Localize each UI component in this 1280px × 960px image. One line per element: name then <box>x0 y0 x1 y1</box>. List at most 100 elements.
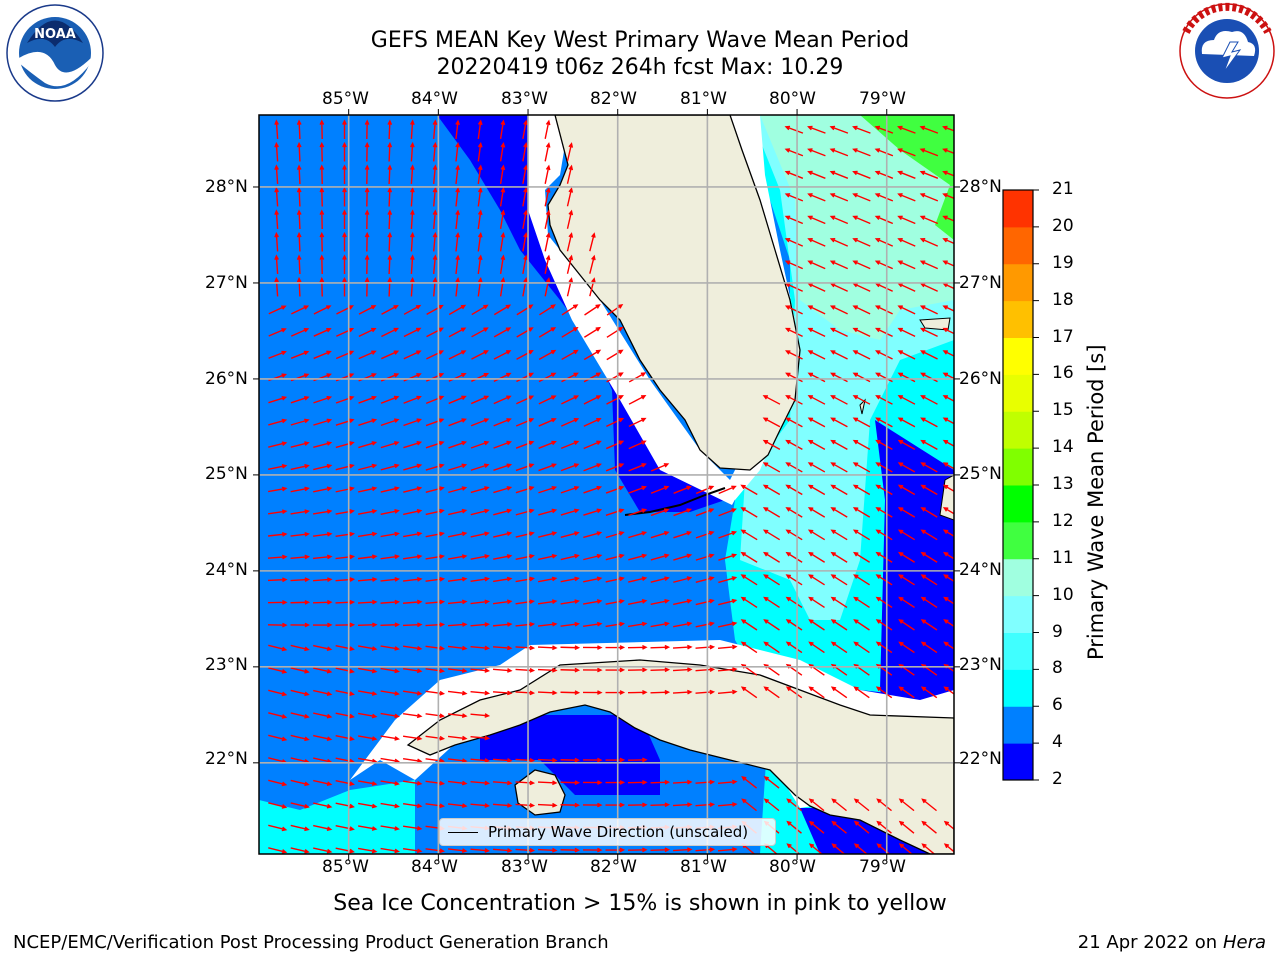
wave-direction-arrow <box>470 690 491 696</box>
wave-direction-arrow <box>313 712 333 719</box>
wave-direction-arrow <box>381 327 400 338</box>
wave-direction-arrow <box>448 350 467 360</box>
wave-direction-arrow <box>718 485 737 495</box>
wave-direction-arrow <box>537 667 558 673</box>
wave-direction-arrow <box>785 686 803 699</box>
wave-direction-arrow <box>455 209 460 230</box>
wave-direction-arrow <box>785 507 803 518</box>
wave-direction-arrow <box>319 119 325 140</box>
wave-direction-arrow <box>561 372 579 383</box>
wave-direction-arrow <box>296 231 302 252</box>
wave-direction-arrow <box>538 440 557 449</box>
wave-direction-arrow <box>919 148 939 157</box>
wave-direction-arrow <box>695 644 716 650</box>
wave-direction-arrow <box>358 780 378 786</box>
wave-direction-arrow <box>829 327 848 338</box>
wave-direction-arrow <box>492 848 513 853</box>
wave-direction-arrow <box>425 668 446 674</box>
wave-direction-arrow <box>313 667 333 674</box>
wave-direction-arrow <box>942 372 954 380</box>
wave-direction-arrow <box>852 193 871 202</box>
wave-direction-arrow <box>560 508 580 516</box>
wave-direction-arrow <box>493 531 513 538</box>
wave-direction-arrow <box>606 326 624 338</box>
wave-direction-arrow <box>785 574 803 586</box>
wave-direction-arrow <box>583 440 602 450</box>
wave-direction-arrow <box>538 349 557 360</box>
colorbar-segment <box>1003 632 1033 670</box>
wave-direction-arrow <box>357 599 378 605</box>
wave-direction-arrow <box>566 209 574 229</box>
wave-direction-arrow <box>740 551 758 563</box>
wave-direction-arrow <box>493 327 512 338</box>
wave-direction-arrow <box>448 418 467 427</box>
wave-direction-arrow <box>268 305 287 315</box>
wave-direction-arrow <box>605 645 626 650</box>
wave-direction-arrow <box>358 825 378 831</box>
wave-direction-arrow <box>402 735 423 741</box>
wave-direction-arrow <box>522 277 528 297</box>
wave-direction-arrow <box>425 486 445 493</box>
wave-direction-arrow <box>875 462 893 473</box>
wave-direction-arrow <box>470 418 490 427</box>
wave-direction-arrow <box>425 645 446 651</box>
wave-direction-arrow <box>471 350 489 360</box>
wave-direction-arrow <box>830 372 848 383</box>
wave-direction-arrow <box>921 820 937 834</box>
wave-direction-arrow <box>695 598 715 606</box>
wave-direction-arrow <box>740 686 758 699</box>
wave-direction-arrow <box>538 553 558 561</box>
wave-direction-arrow <box>493 486 513 494</box>
wave-direction-arrow <box>784 148 804 157</box>
footer-date: 21 Apr 2022 on Hera <box>1078 932 1266 953</box>
wave-direction-arrow <box>319 209 325 230</box>
wave-direction-arrow <box>387 209 393 230</box>
wave-direction-arrow <box>650 463 670 472</box>
colorbar-tick-label: 18 <box>1052 289 1074 310</box>
colorbar-tick-label: 14 <box>1052 437 1074 458</box>
wave-direction-arrow <box>447 713 468 718</box>
wave-direction-arrow <box>561 349 579 361</box>
lat-label-right-25: 25°N <box>959 464 1002 484</box>
wave-direction-arrow <box>763 596 780 609</box>
wave-direction-arrow <box>650 531 670 539</box>
wave-direction-arrow <box>410 276 415 297</box>
wave-direction-arrow <box>560 576 580 583</box>
wave-direction-arrow <box>425 440 445 449</box>
wave-direction-arrow <box>808 798 825 812</box>
wave-direction-arrow <box>566 142 574 162</box>
wave-direction-arrow <box>432 254 438 275</box>
wave-direction-arrow <box>853 641 870 654</box>
colorbar-tick-label: 21 <box>1052 179 1074 199</box>
wave-direction-arrow <box>342 254 347 275</box>
wave-direction-arrow <box>943 686 954 695</box>
wave-direction-arrow <box>380 441 400 449</box>
wave-direction-arrow <box>560 440 580 450</box>
wave-direction-arrow <box>515 418 535 427</box>
wave-direction-arrow <box>402 825 423 831</box>
wave-direction-arrow <box>470 440 490 449</box>
wave-direction-arrow <box>380 531 400 538</box>
colorbar-segment <box>1003 448 1033 486</box>
wave-direction-arrow <box>831 820 847 834</box>
wave-direction-arrow <box>403 418 423 427</box>
wave-direction-arrow <box>499 142 506 162</box>
wave-direction-arrow <box>566 232 574 252</box>
wave-direction-arrow <box>425 373 445 382</box>
wave-direction-arrow <box>290 350 310 359</box>
wave-direction-arrow <box>380 395 400 404</box>
wave-direction-arrow <box>627 757 648 763</box>
footer-org: NCEP/EMC/Verification Post Processing Pr… <box>13 932 609 953</box>
wave-direction-arrow <box>447 735 468 741</box>
wave-direction-arrow <box>808 686 825 699</box>
wave-direction-arrow <box>785 439 803 450</box>
wave-direction-arrow <box>313 305 332 315</box>
wave-direction-arrow <box>335 577 356 582</box>
wave-direction-arrow <box>492 758 513 763</box>
wave-direction-arrow <box>268 396 288 404</box>
wave-direction-arrow <box>582 621 603 627</box>
wave-direction-arrow <box>493 372 512 383</box>
wave-direction-arrow <box>537 645 558 651</box>
colorbar-segment <box>1003 743 1033 781</box>
